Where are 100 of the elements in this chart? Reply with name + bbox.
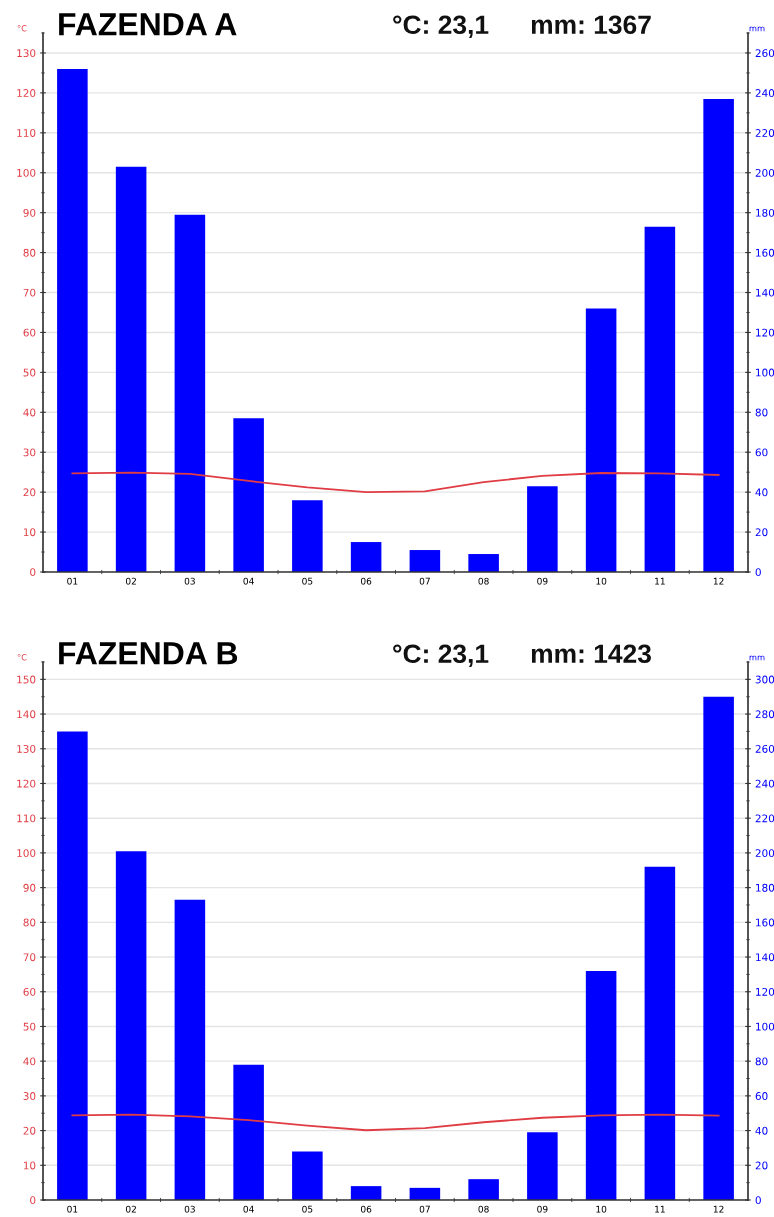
y2-tick-label: 60	[755, 1092, 768, 1100]
annotation: mm: 1423	[531, 644, 651, 664]
y-tick-label: 110	[17, 814, 36, 823]
y2-tick-label: 220	[755, 129, 774, 137]
y-tick-label: 110	[17, 129, 36, 137]
y2-tick-label: 20	[755, 528, 768, 537]
y-tick-label: 60	[23, 987, 36, 996]
y2-tick-label: 0	[755, 568, 761, 577]
y-tick-label: 80	[23, 918, 36, 927]
bar	[703, 98, 734, 572]
y2-tick-label: 200	[755, 849, 774, 858]
x-tick-label: 04	[243, 1205, 254, 1213]
bar	[115, 166, 147, 572]
x-tick-label: 09	[537, 577, 548, 585]
x-tick-label: 01	[67, 577, 78, 585]
y2-tick-label: 120	[756, 987, 774, 996]
bar	[644, 866, 676, 1200]
x-tick-label: 06	[360, 1205, 372, 1213]
x-tick-label: 02	[125, 1205, 136, 1213]
x-tick-label: 07	[419, 1205, 430, 1213]
y2-tick-label: 0	[755, 1196, 761, 1205]
x-tick-label: 11	[655, 1205, 665, 1213]
y-tick-label: 60	[23, 328, 36, 337]
y-tick-label: 90	[23, 883, 36, 892]
x-tick-label: 12	[713, 577, 724, 585]
x-tick-label: 08	[478, 577, 489, 585]
x-tick-label: 06	[360, 577, 372, 585]
bar	[233, 418, 264, 572]
y2-tick-label: 60	[755, 448, 768, 457]
y2-tick-label: 300	[755, 675, 774, 684]
y-tick-label: 130	[17, 745, 36, 753]
y2-tick-label: 180	[756, 208, 774, 217]
bar	[115, 851, 147, 1200]
x-tick-label: 09	[537, 1205, 548, 1213]
line-series	[71, 471, 720, 494]
bar	[585, 308, 617, 572]
y-tick-label: 0	[30, 568, 36, 577]
y-tick-label: 10	[23, 1161, 36, 1170]
y-axis-title: °C	[17, 654, 27, 661]
y-axis-title: °C	[17, 25, 27, 32]
y-tick-label: 10	[23, 528, 36, 537]
y2-tick-label: 20	[755, 1161, 768, 1170]
x-tick-label: 07	[419, 577, 430, 585]
y-tick-label: 50	[23, 1022, 36, 1031]
y2-tick-label: 140	[756, 288, 774, 297]
chart-title: FAZENDA A	[59, 13, 237, 36]
y-tick-label: 40	[23, 1057, 36, 1066]
bar	[409, 550, 441, 572]
y-tick-label: 0	[30, 1196, 36, 1205]
y-tick-label: 20	[23, 1126, 36, 1135]
x-tick-label: 08	[478, 1205, 489, 1213]
y2-tick-label: 40	[755, 488, 768, 497]
y2-axis-title: mm	[749, 26, 765, 32]
bar	[468, 1179, 499, 1200]
y-tick-label: 30	[23, 1092, 36, 1100]
y2-tick-label: 100	[756, 368, 774, 377]
x-tick-label: 11	[655, 577, 665, 585]
bar	[57, 68, 88, 572]
y-tick-label: 90	[23, 208, 36, 217]
bar	[527, 486, 558, 572]
y2-tick-label: 240	[755, 89, 774, 97]
bar	[292, 500, 323, 572]
annotation: °C: 23,1	[393, 644, 489, 667]
x-tick-label: 05	[302, 1205, 313, 1213]
bar	[644, 226, 676, 572]
x-tick-label: 03	[184, 577, 195, 585]
y-tick-label: 50	[23, 368, 36, 377]
x-tick-label: 10	[596, 577, 607, 585]
y2-axis-title: mm	[749, 655, 765, 661]
y-tick-label: 120	[17, 779, 36, 788]
x-tick-label: 05	[302, 577, 313, 585]
x-tick-label: 02	[125, 577, 136, 585]
y-tick-label: 70	[23, 288, 36, 297]
y2-tick-label: 260	[755, 49, 774, 58]
x-tick-label: 03	[184, 1205, 195, 1213]
y-tick-label: 30	[23, 448, 36, 457]
y-tick-label: 150	[17, 675, 36, 684]
line-series	[71, 1113, 720, 1132]
y-tick-label: 20	[23, 488, 36, 497]
bar	[585, 970, 617, 1200]
y-tick-label: 100	[17, 849, 36, 858]
x-tick-label: 04	[243, 577, 254, 585]
bar	[57, 731, 88, 1200]
y-tick-label: 40	[23, 408, 36, 417]
bar	[468, 554, 499, 572]
x-tick-label: 12	[713, 1205, 724, 1213]
y2-tick-label: 240	[755, 779, 774, 788]
y2-tick-label: 220	[755, 814, 774, 823]
y2-tick-label: 280	[755, 710, 774, 719]
chart-title: FAZENDA B	[59, 642, 238, 665]
bar	[703, 696, 734, 1200]
bar	[350, 542, 382, 572]
y-tick-label: 140	[17, 710, 36, 719]
y-tick-label: 70	[23, 953, 36, 962]
bar	[174, 899, 206, 1200]
x-tick-label: 01	[67, 1205, 78, 1213]
y2-tick-label: 80	[755, 408, 768, 417]
bar	[174, 214, 206, 572]
y-tick-label: 120	[17, 89, 36, 97]
y2-tick-label: 180	[756, 883, 774, 892]
